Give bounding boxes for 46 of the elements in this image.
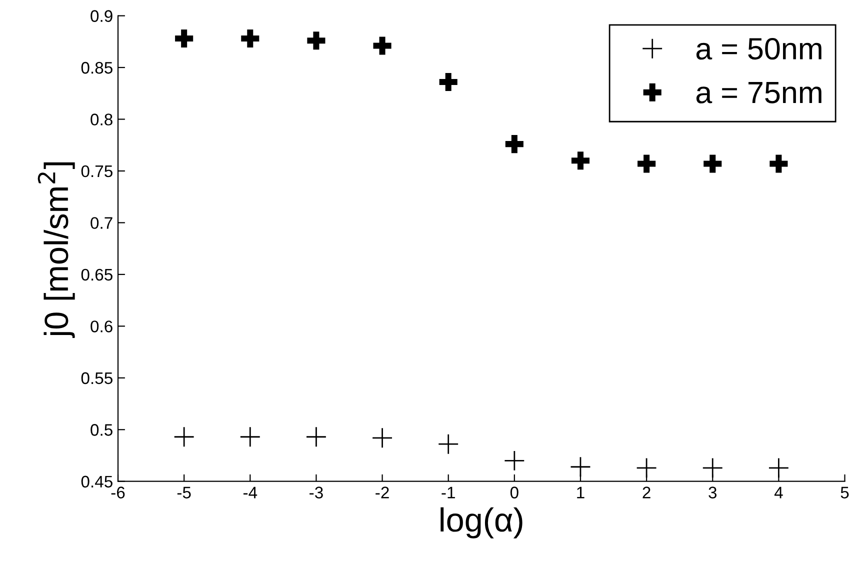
point bbox=[372, 427, 393, 448]
point bbox=[704, 154, 722, 173]
x-tick-label: 4 bbox=[774, 486, 783, 498]
x-axis-title: log(α) bbox=[440, 507, 522, 538]
point bbox=[636, 457, 657, 478]
x-tick-label: 2 bbox=[642, 486, 650, 498]
legend-label: a = 75nm bbox=[696, 82, 822, 104]
x-tick-label: -2 bbox=[376, 486, 389, 498]
y-tick-label: 0.85 bbox=[81, 62, 112, 74]
y-tick-label: 0.5 bbox=[90, 424, 112, 436]
x-tick-label: -3 bbox=[310, 486, 323, 498]
point bbox=[770, 154, 788, 173]
x-tick-label: 5 bbox=[840, 486, 849, 498]
point bbox=[438, 434, 459, 455]
point bbox=[504, 450, 525, 472]
point bbox=[439, 72, 458, 92]
y-tick-label: 0.7 bbox=[90, 217, 112, 229]
y-tick-label: 0.55 bbox=[81, 372, 112, 384]
point bbox=[175, 30, 194, 48]
x-tick-label: -1 bbox=[442, 486, 455, 498]
point bbox=[505, 135, 524, 154]
y-tick-label: 0.6 bbox=[90, 320, 112, 332]
point bbox=[174, 426, 194, 448]
y-axis-title: j0 [mol/sm$^{2}$] bbox=[38, 162, 75, 338]
point bbox=[571, 152, 590, 170]
y-tick-label: 0.8 bbox=[90, 114, 112, 126]
legend-label: a = 50nm bbox=[696, 38, 822, 60]
point bbox=[307, 32, 326, 50]
y-tick-label: 0.75 bbox=[81, 165, 112, 178]
x-tick-label: -5 bbox=[177, 486, 191, 498]
point bbox=[768, 457, 790, 478]
y-tick-label: 0.9 bbox=[90, 10, 112, 22]
point bbox=[702, 457, 724, 478]
y-tick-label: 0.65 bbox=[81, 268, 112, 281]
x-tick-label: -4 bbox=[243, 486, 258, 498]
point bbox=[240, 426, 261, 448]
y-tick-label: 0.45 bbox=[81, 476, 112, 488]
point bbox=[373, 36, 392, 55]
point bbox=[638, 154, 656, 173]
point bbox=[570, 456, 591, 478]
x-tick-label: 0 bbox=[510, 486, 518, 498]
point bbox=[306, 426, 327, 448]
point bbox=[241, 30, 260, 48]
x-tick-label: 3 bbox=[708, 486, 717, 498]
x-tick-label: -6 bbox=[111, 486, 125, 498]
x-tick-label: 1 bbox=[577, 486, 584, 498]
